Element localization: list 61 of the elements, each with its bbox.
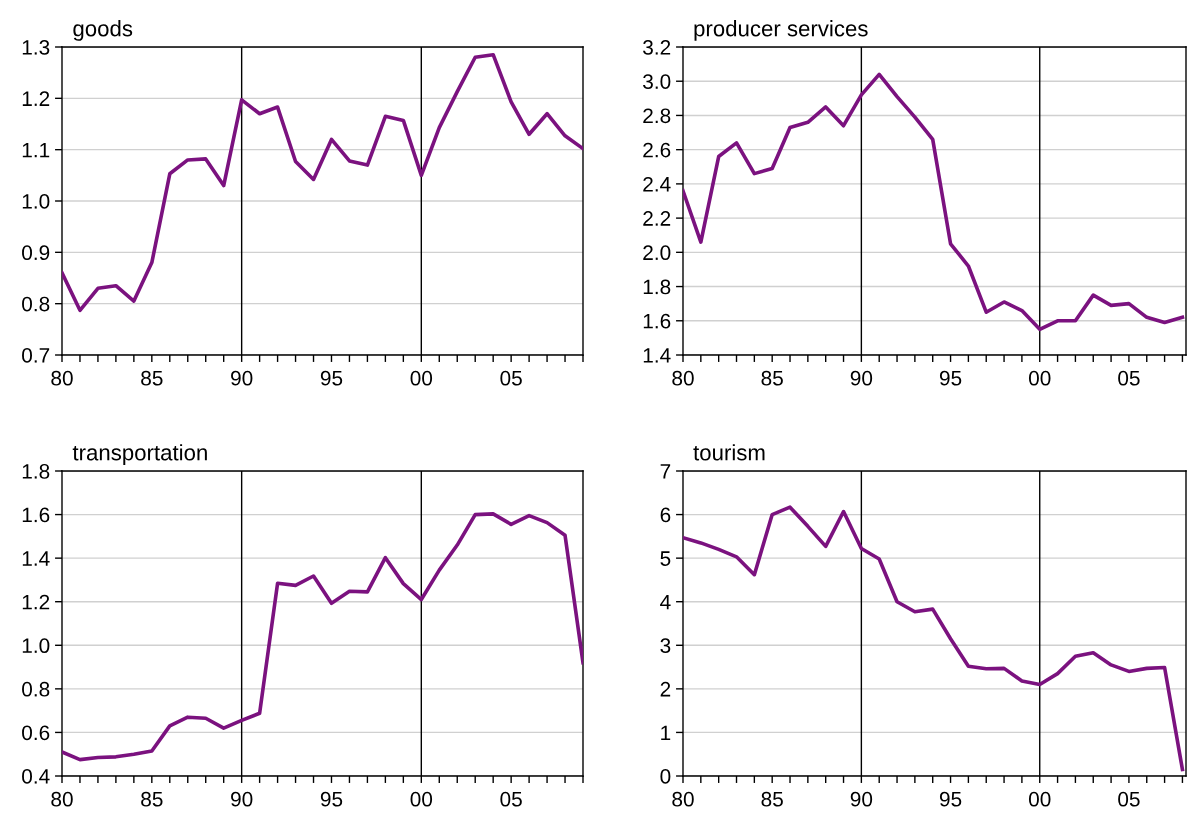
x-tick-label: 90 <box>231 791 253 807</box>
x-tick-label: 00 <box>1028 370 1051 386</box>
chart-title: goods <box>73 20 133 41</box>
y-tick-label: 1.4 <box>643 348 671 363</box>
x-tick-label: 95 <box>939 370 962 386</box>
y-tick-label: 2.8 <box>643 108 671 124</box>
y-tick-label: 1.4 <box>22 551 50 566</box>
y-tick-label: 1.8 <box>22 464 50 479</box>
y-tick-label: 1.6 <box>643 313 671 329</box>
y-tick-label: 0.6 <box>22 725 50 741</box>
y-tick-label: 7 <box>660 464 671 479</box>
x-tick-label: 95 <box>320 370 343 386</box>
y-tick-label: 5 <box>660 551 671 566</box>
x-tick-label: 80 <box>672 370 694 386</box>
y-tick-label: 2.6 <box>643 142 671 158</box>
x-tick-label: 05 <box>500 370 522 386</box>
x-tick-label: 90 <box>850 370 873 386</box>
y-tick-label: 1.0 <box>22 194 50 209</box>
y-tick-label: 1.2 <box>22 594 50 610</box>
y-tick-label: 3.0 <box>643 74 671 89</box>
chart-title: producer services <box>694 20 868 41</box>
x-tick-label: 90 <box>231 370 253 386</box>
y-tick-label: 2 <box>660 681 671 697</box>
x-tick-label: 80 <box>51 370 73 386</box>
x-tick-label: 95 <box>939 791 962 807</box>
y-tick-label: 3.2 <box>643 40 671 55</box>
chart-title: transportation <box>72 444 207 465</box>
y-tick-label: 0.7 <box>22 348 50 363</box>
y-tick-label: 3 <box>660 638 671 654</box>
x-tick-label: 05 <box>1118 370 1140 386</box>
x-tick-label: 00 <box>410 370 433 386</box>
x-tick-label: 85 <box>141 791 163 807</box>
x-tick-label: 90 <box>850 791 873 807</box>
x-tick-label: 85 <box>141 370 163 386</box>
y-tick-label: 4 <box>660 594 671 610</box>
y-tick-label: 1.3 <box>22 40 50 55</box>
x-tick-label: 80 <box>51 791 73 807</box>
y-tick-label: 0.4 <box>22 769 50 784</box>
x-tick-label: 05 <box>1118 791 1140 807</box>
y-tick-label: 1.2 <box>22 91 50 106</box>
x-tick-label: 85 <box>761 791 783 807</box>
y-tick-label: 1.1 <box>22 142 50 158</box>
y-tick-label: 1.0 <box>22 638 50 654</box>
y-tick-label: 0.9 <box>22 245 50 261</box>
y-tick-label: 0 <box>660 769 671 784</box>
y-tick-label: 0.8 <box>22 296 50 312</box>
y-tick-label: 2.2 <box>643 211 671 226</box>
y-tick-label: 6 <box>660 507 671 523</box>
y-tick-label: 1 <box>661 725 671 740</box>
y-tick-label: 1.8 <box>643 279 671 295</box>
x-tick-label: 05 <box>500 791 522 807</box>
x-tick-label: 80 <box>672 791 694 807</box>
x-tick-label: 85 <box>761 370 783 386</box>
x-tick-label: 00 <box>410 791 433 807</box>
y-tick-label: 1.6 <box>22 507 50 523</box>
y-tick-label: 2.4 <box>643 176 671 192</box>
x-tick-label: 00 <box>1028 791 1051 807</box>
chart-title: tourism <box>693 444 765 461</box>
y-tick-label: 2.0 <box>643 245 671 261</box>
x-tick-label: 95 <box>320 791 343 807</box>
y-tick-label: 0.8 <box>22 681 50 697</box>
